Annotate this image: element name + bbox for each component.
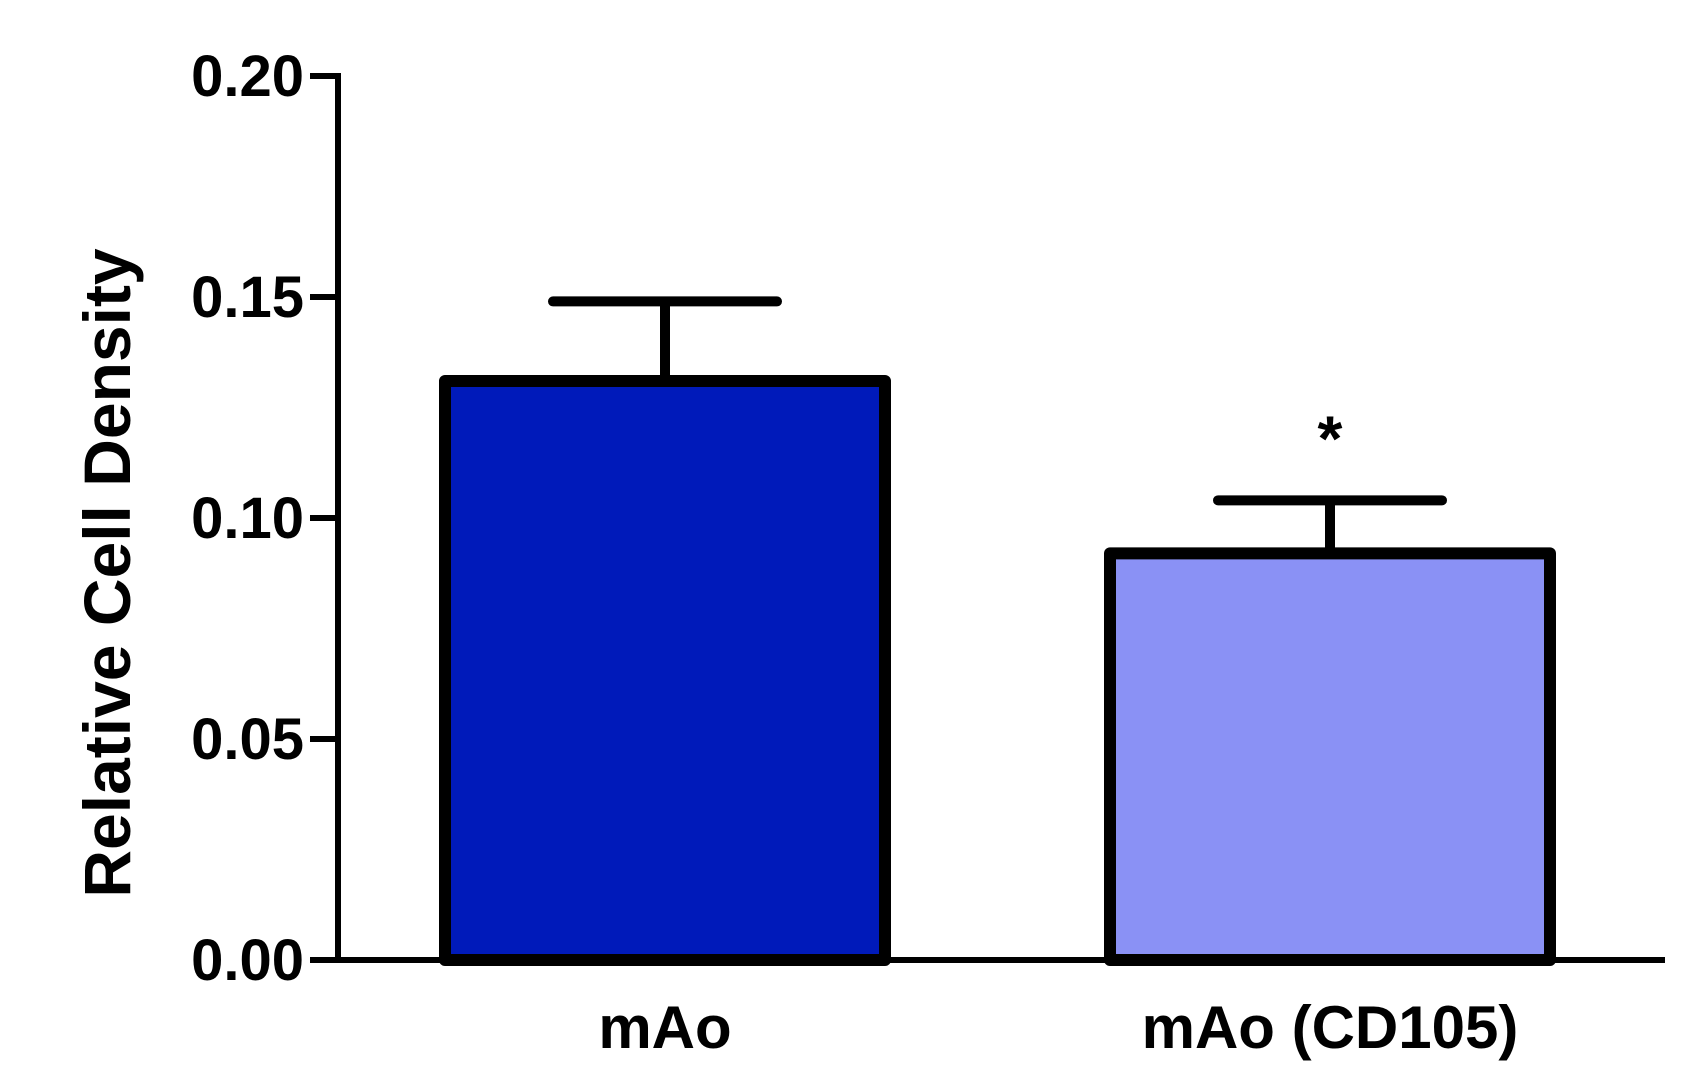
y-tick-label: 0.00 xyxy=(191,928,304,993)
y-tick-label: 0.15 xyxy=(191,265,304,330)
bar xyxy=(1104,547,1556,966)
y-tick-label: 0.10 xyxy=(191,486,304,551)
bar xyxy=(439,374,891,967)
y-axis-title: Relative Cell Density xyxy=(70,248,144,898)
y-ticks: 0.00 0.05 0.10 0.15 0.20 xyxy=(191,44,338,993)
y-tick-label: 0.05 xyxy=(191,707,304,772)
x-tick-label: mAo xyxy=(598,994,731,1061)
x-tick-labels: mAo mAo (CD105) xyxy=(598,994,1518,1061)
significance-marker: * xyxy=(1318,402,1343,474)
y-tick-label: 0.20 xyxy=(191,44,304,109)
x-tick-label: mAo (CD105) xyxy=(1142,994,1519,1061)
bars: * xyxy=(439,296,1556,967)
